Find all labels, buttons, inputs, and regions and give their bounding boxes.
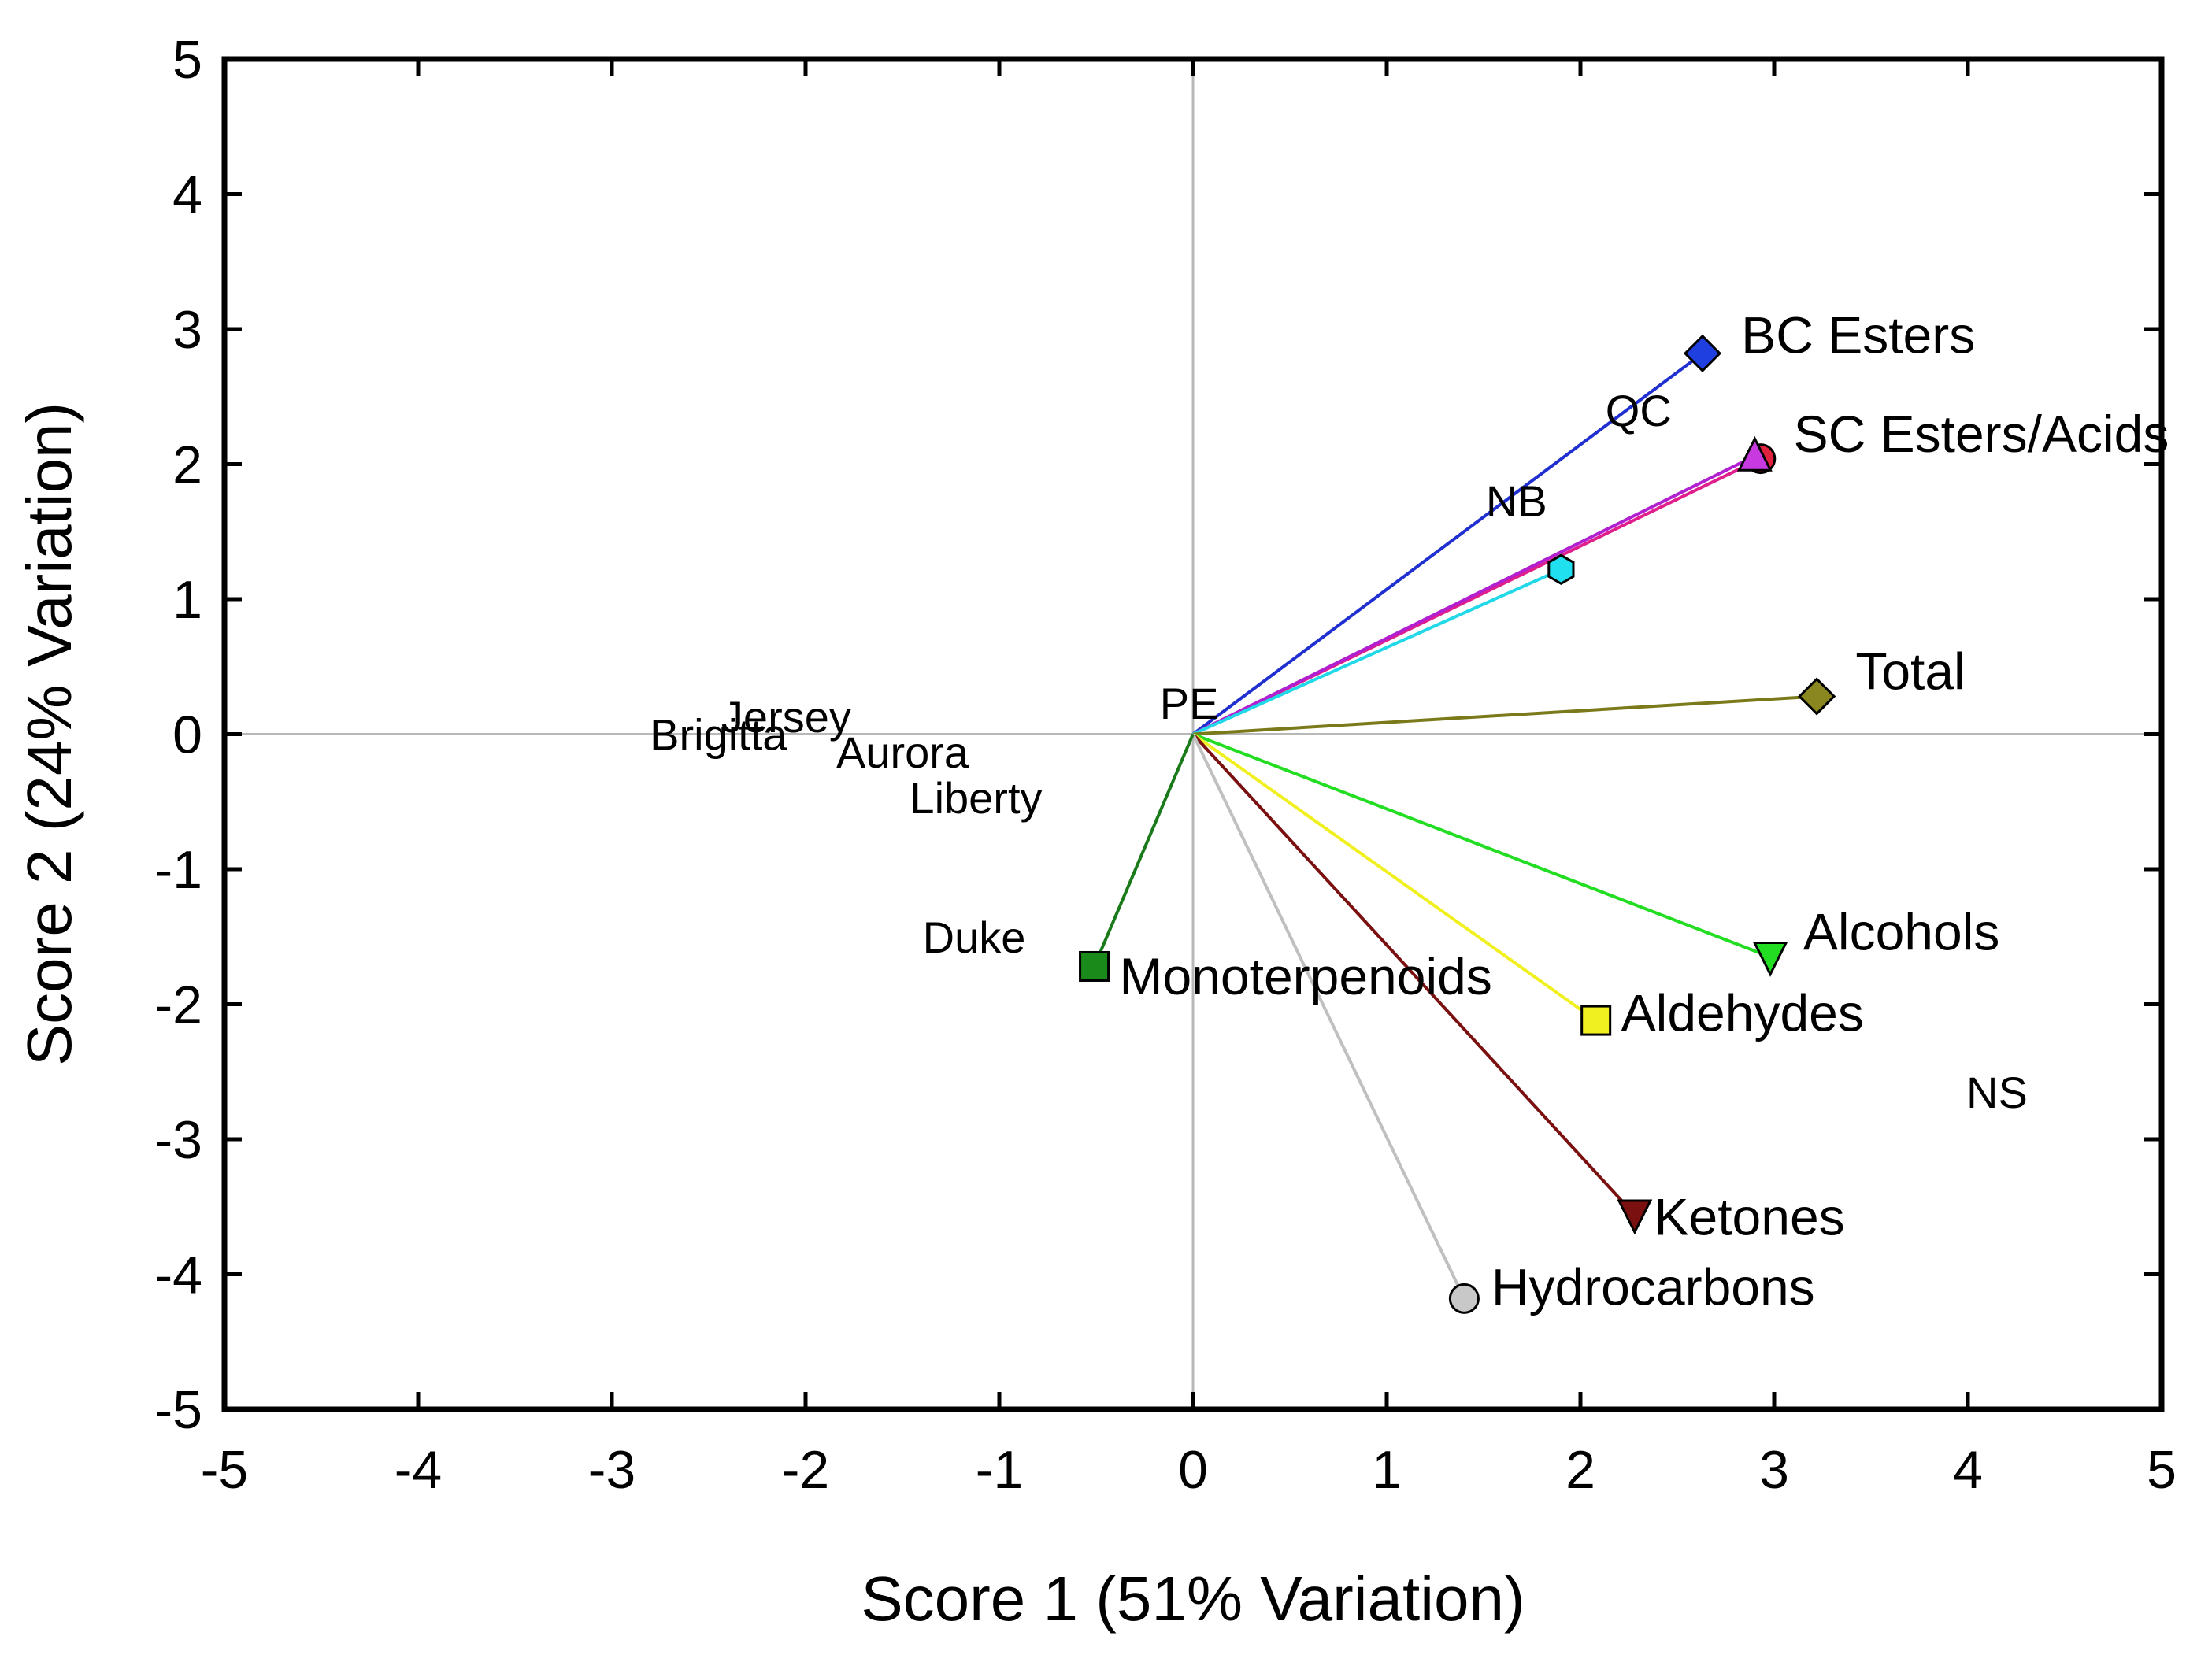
vector-markers — [1079, 334, 1836, 1314]
cultivar-label-ns: NS — [1966, 1068, 2028, 1117]
y-tick-label: -1 — [155, 840, 202, 900]
alcohols-marker — [1752, 941, 1788, 977]
x-tick-label: 4 — [1953, 1440, 1983, 1500]
cultivar-label-nb: NB — [1486, 476, 1547, 526]
y-tick-label: 5 — [172, 30, 202, 90]
hydrocarbons-marker — [1448, 1283, 1480, 1314]
cultivar-label-pe: PE — [1160, 679, 1219, 728]
hydrocarbons-vector — [1191, 733, 1466, 1300]
sc-esters-acids-triangle-marker — [1736, 435, 1773, 472]
cultivar-label-duke: Duke — [923, 912, 1026, 962]
ketones-vector — [1191, 733, 1636, 1216]
cyan-marker — [1547, 553, 1575, 586]
y-tick-label: -5 — [155, 1380, 202, 1440]
total-label: Total — [1855, 642, 1965, 701]
x-tick-label: 2 — [1565, 1440, 1595, 1500]
y-tick-label: -4 — [155, 1246, 202, 1305]
cultivar-label-liberty: Liberty — [910, 773, 1042, 823]
bc-esters-label: BC Esters — [1741, 306, 1975, 365]
cultivar-label-jersey: Jersey — [721, 692, 851, 742]
y-tick-label: -3 — [155, 1110, 202, 1170]
x-tick-label: 1 — [1372, 1440, 1402, 1500]
x-axis-title: Score 1 (51% Variation) — [861, 1564, 1525, 1634]
monoterpenoids-label: Monoterpenoids — [1120, 947, 1492, 1005]
x-tick-label: -2 — [782, 1440, 829, 1500]
axes: -5 -4 -3 -2 -1 0 1 2 3 4 5 -5 -4 -3 -2 -1 0 1 2 3 4 5 — [155, 30, 2177, 1500]
y-tick-label: 0 — [172, 705, 202, 765]
x-tick-label: -1 — [976, 1440, 1023, 1500]
y-axis-title: Score 2 (24% Variation) — [14, 402, 84, 1066]
cultivar-label-qc: QC — [1606, 386, 1672, 435]
x-tick-label: -5 — [201, 1440, 248, 1500]
x-tick-label: 5 — [2147, 1440, 2177, 1500]
alcohols-label: Alcohols — [1803, 903, 1999, 961]
cultivar-label-brigitta: Brigitta — [650, 710, 787, 760]
cyan-vector — [1192, 568, 1562, 736]
vector-labels: BC Esters SC Esters/Acids Total Alcohols Ald… — [1120, 306, 2169, 1316]
hydrocarbons-label: Hydrocarbons — [1491, 1258, 1815, 1316]
y-tick-label: 2 — [172, 435, 202, 495]
sc-esters-acids-label: SC Esters/Acids — [1794, 405, 2169, 463]
cultivar-label-aurora: Aurora — [836, 727, 969, 777]
x-tick-label: 0 — [1178, 1440, 1208, 1500]
x-tick-label: -3 — [588, 1440, 635, 1500]
sc-esters-acids-triangle-vector — [1192, 454, 1756, 736]
aldehydes-label: Aldehydes — [1621, 984, 1864, 1042]
loading-vectors — [1092, 352, 1817, 1300]
monoterpenoids-vector — [1092, 733, 1195, 968]
total-vector — [1192, 694, 1817, 736]
x-tick-label: 3 — [1759, 1440, 1789, 1500]
ketones-marker — [1617, 1199, 1653, 1235]
monoterpenoids-marker — [1079, 950, 1110, 982]
y-tick-label: 1 — [172, 570, 202, 630]
total-marker — [1797, 677, 1836, 716]
ketones-label: Ketones — [1654, 1187, 1844, 1246]
y-tick-label: 3 — [172, 300, 202, 360]
y-tick-label: -2 — [155, 975, 202, 1035]
alcohols-vector — [1192, 732, 1771, 959]
aldehydes-vector — [1191, 732, 1597, 1022]
aldehydes-marker — [1580, 1005, 1612, 1036]
y-tick-label: 4 — [172, 165, 202, 225]
bc-esters-vector — [1191, 352, 1704, 736]
x-tick-label: -4 — [395, 1440, 442, 1500]
bc-esters-marker — [1683, 334, 1722, 372]
